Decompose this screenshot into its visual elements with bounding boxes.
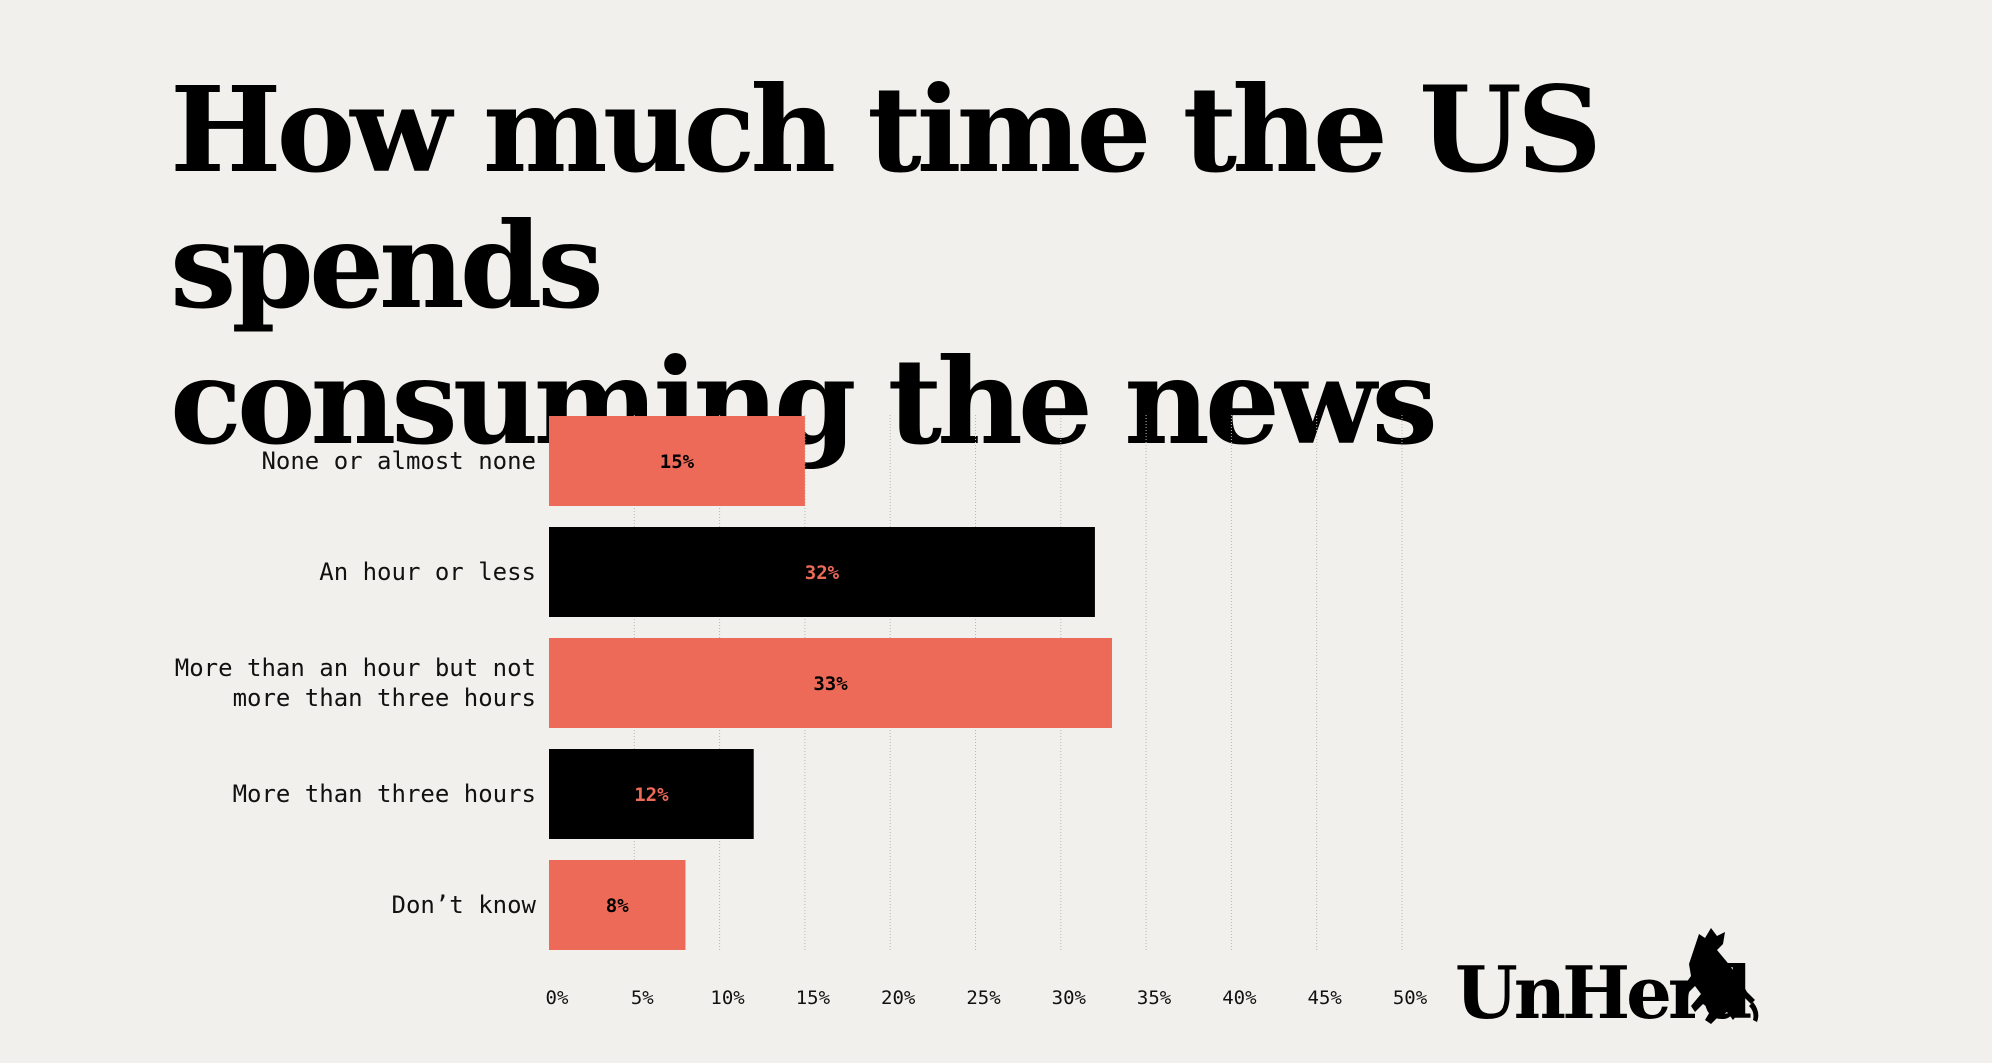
bar bbox=[549, 860, 686, 950]
x-tick-label: 45% bbox=[1308, 987, 1343, 1009]
category-label: An hour or less bbox=[319, 558, 536, 586]
chart-title: How much time the US spends consuming th… bbox=[170, 60, 1602, 471]
category-label: Don’t know bbox=[392, 891, 537, 919]
bar-value-label: 32% bbox=[805, 562, 840, 584]
bar-value-label: 8% bbox=[606, 895, 629, 917]
bar bbox=[549, 527, 1095, 617]
category-label: None or almost none bbox=[261, 447, 536, 475]
x-tick-label: 5% bbox=[631, 987, 654, 1009]
category-label: More than three hours bbox=[233, 780, 536, 808]
x-tick-label: 0% bbox=[546, 987, 569, 1009]
bar bbox=[549, 416, 805, 506]
bar-value-label: 12% bbox=[634, 784, 669, 806]
x-tick-label: 10% bbox=[710, 987, 745, 1009]
x-tick-label: 15% bbox=[796, 987, 831, 1009]
x-tick-label: 35% bbox=[1137, 987, 1172, 1009]
x-tick-label: 40% bbox=[1222, 987, 1257, 1009]
category-label: More than an hour but not more than three… bbox=[175, 654, 536, 712]
bar-value-label: 15% bbox=[660, 451, 695, 473]
bull-icon bbox=[1681, 928, 1759, 1024]
bar bbox=[549, 638, 1112, 728]
unherd-logo: UnHerd bbox=[1455, 928, 1759, 1030]
x-tick-label: 25% bbox=[966, 987, 1001, 1009]
x-tick-label: 20% bbox=[881, 987, 916, 1009]
bar bbox=[549, 749, 754, 839]
x-tick-label: 30% bbox=[1052, 987, 1087, 1009]
bar-value-label: 33% bbox=[813, 673, 848, 695]
x-tick-label: 50% bbox=[1393, 987, 1428, 1009]
